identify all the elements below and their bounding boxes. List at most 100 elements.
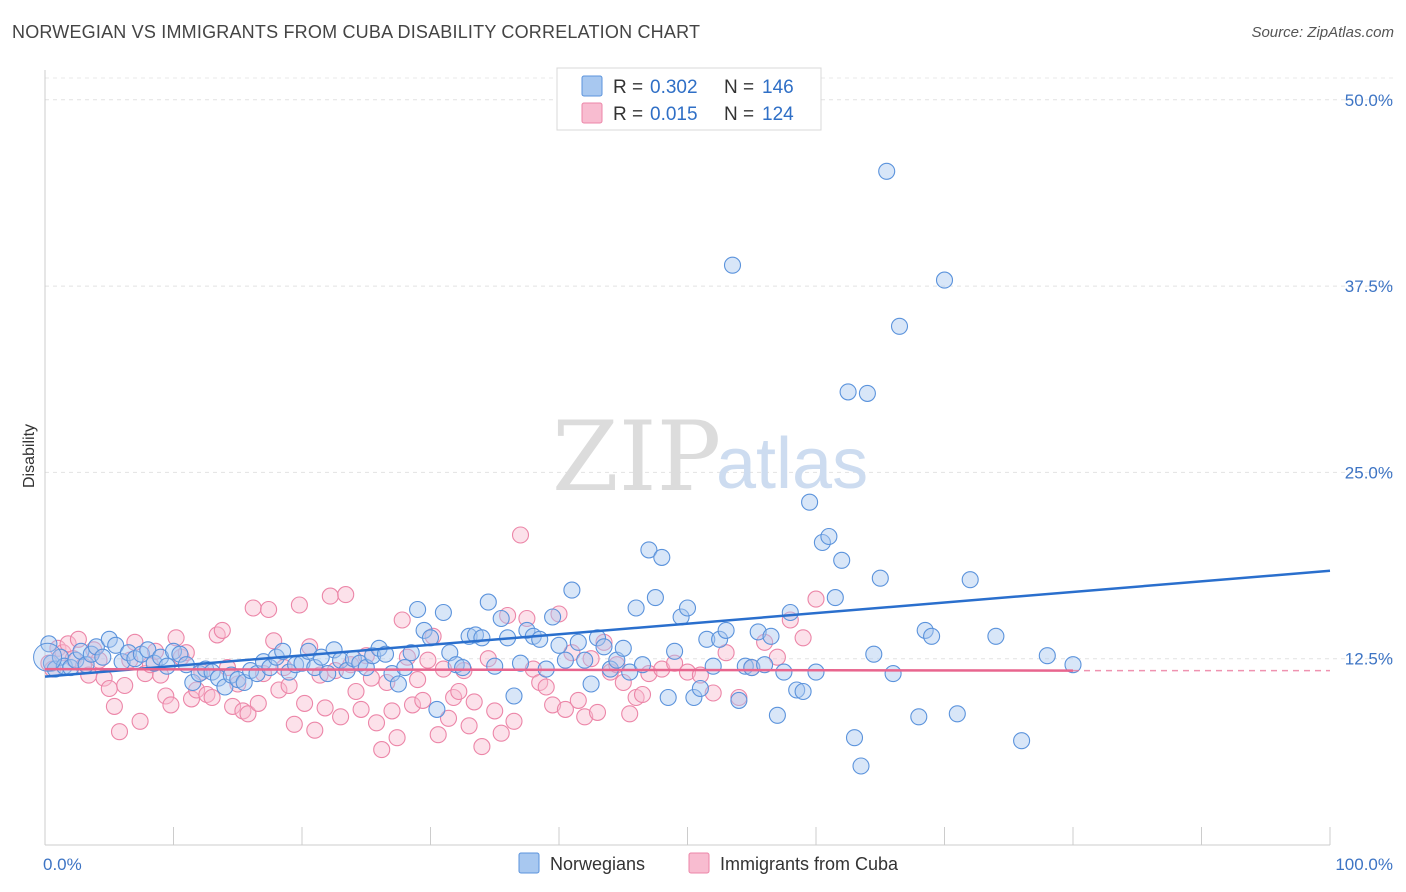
norwegian-point-144 — [1038, 647, 1056, 665]
cuba-point-50 — [296, 694, 314, 712]
norwegian-point-114 — [756, 656, 774, 674]
cuba-point-47 — [280, 676, 298, 695]
cuba-point-87 — [492, 724, 510, 742]
norwegian-cluster-point — [33, 642, 63, 672]
norwegian-point-110 — [730, 691, 748, 709]
legend-r-value-1: 0.015 — [650, 104, 698, 125]
norwegian-point-122 — [807, 663, 825, 681]
norwegian-point-25 — [184, 673, 202, 692]
cuba-point-48 — [285, 715, 303, 733]
grid — [45, 77, 1394, 660]
bottom-legend-label-cuba: Immigrants from Cuba — [720, 854, 899, 874]
norwegian-point-124 — [820, 527, 838, 546]
cuba-point-109 — [633, 685, 652, 704]
cuba-point-39 — [239, 705, 257, 723]
cuba-point-24 — [162, 696, 180, 714]
norwegian-point-81 — [544, 608, 562, 626]
cuba-point-106 — [614, 673, 632, 692]
cuba-point-13 — [105, 697, 123, 715]
cuba-point-83 — [465, 693, 483, 711]
cuba-point-23 — [157, 687, 175, 705]
y-tick-labels: 12.5% 25.0% 37.5% 50.0% — [1345, 91, 1393, 669]
legend-n-value-1: 124 — [762, 104, 794, 125]
norwegian-point-142 — [987, 627, 1005, 645]
cuba-point-122 — [794, 629, 812, 647]
legend: R = 0.302 N = 146 R = 0.015 N = 124 — [556, 67, 822, 131]
norwegian-trend-line — [44, 569, 1331, 678]
norwegian-point-89 — [595, 638, 613, 656]
cuba-point-84 — [473, 738, 491, 756]
x-tick-labels: 0.0% 100.0% — [43, 855, 1393, 874]
norwegian-point-117 — [775, 663, 793, 681]
cuba-point-37 — [229, 675, 247, 693]
watermark: ZIP atlas — [552, 401, 868, 513]
norwegian-point-63 — [428, 700, 446, 718]
norwegian-point-143 — [1013, 732, 1031, 750]
cuba-point-119 — [756, 633, 774, 651]
trend-lines — [44, 569, 1331, 678]
norwegian-point-109 — [723, 256, 742, 274]
cuba-point-14 — [110, 723, 129, 741]
cuba-point-58 — [337, 586, 355, 604]
norwegian-point-58 — [396, 659, 414, 677]
norwegian-point-97 — [646, 589, 664, 607]
y-axis-label: Disability — [21, 424, 38, 488]
y-tick-label-0: 12.5% — [1345, 650, 1393, 669]
cuba-point-45 — [270, 681, 288, 699]
norwegian-point-60 — [409, 600, 427, 619]
y-tick-label-1: 25.0% — [1345, 463, 1393, 482]
norwegian-point-107 — [711, 630, 729, 648]
norwegian-point-72 — [486, 657, 504, 675]
norwegian-point-121 — [801, 493, 819, 511]
norwegian-point-0 — [40, 635, 58, 653]
cuba-point-25 — [167, 629, 185, 647]
norwegian-point-67 — [454, 659, 472, 677]
norwegian-point-120 — [794, 682, 812, 701]
axes — [44, 70, 1331, 846]
legend-r-label-0: R = — [613, 77, 643, 98]
norwegian-point-139 — [935, 271, 954, 289]
norwegian-point-129 — [852, 757, 870, 775]
cuba-point-65 — [373, 741, 391, 759]
norwegian-point-85 — [569, 633, 587, 651]
cuba-point-76 — [429, 726, 447, 744]
cuba-point-123 — [807, 590, 825, 608]
norwegian-point-103 — [685, 688, 703, 707]
cuba-point-52 — [306, 721, 324, 739]
norwegian-point-118 — [781, 603, 799, 622]
norwegian-point-119 — [788, 681, 806, 699]
cuba-point-94 — [537, 678, 555, 696]
norwegian-point-105 — [698, 630, 716, 648]
norwegian-point-93 — [621, 663, 639, 681]
norwegian-point-141 — [961, 571, 979, 589]
norwegian-point-13 — [107, 636, 125, 654]
legend-n-label-0: N = — [724, 77, 754, 98]
cuba-point-113 — [678, 663, 697, 681]
norwegian-point-23 — [171, 645, 189, 663]
norwegian-point-82 — [550, 636, 568, 654]
cuba-point-67 — [383, 702, 401, 720]
norwegian-point-112 — [743, 659, 761, 677]
norwegian-point-145 — [1064, 656, 1082, 674]
norwegian-point-132 — [871, 569, 889, 587]
norwegian-point-108 — [717, 621, 735, 639]
norwegian-point-135 — [890, 317, 909, 335]
cuba-point-89 — [505, 712, 523, 730]
norwegian-point-99 — [659, 688, 677, 707]
y-tick-label-2: 37.5% — [1345, 277, 1393, 296]
norwegian-point-75 — [505, 687, 523, 705]
norwegian-point-12 — [100, 630, 118, 648]
norwegian-point-128 — [845, 729, 864, 747]
norwegian-point-138 — [923, 627, 941, 645]
norwegian-point-64 — [434, 603, 452, 622]
cuba-point-33 — [208, 626, 226, 644]
legend-swatch-cuba — [581, 102, 603, 124]
cuba-point-69 — [393, 611, 411, 629]
norwegian-point-136 — [910, 708, 928, 726]
cuba-point-49 — [290, 596, 308, 614]
watermark-zip: ZIP — [552, 401, 721, 513]
norwegian-point-28 — [203, 663, 221, 681]
norwegian-point-71 — [479, 593, 497, 611]
cuba-point-120 — [768, 648, 786, 666]
cuba-point-68 — [388, 729, 406, 747]
